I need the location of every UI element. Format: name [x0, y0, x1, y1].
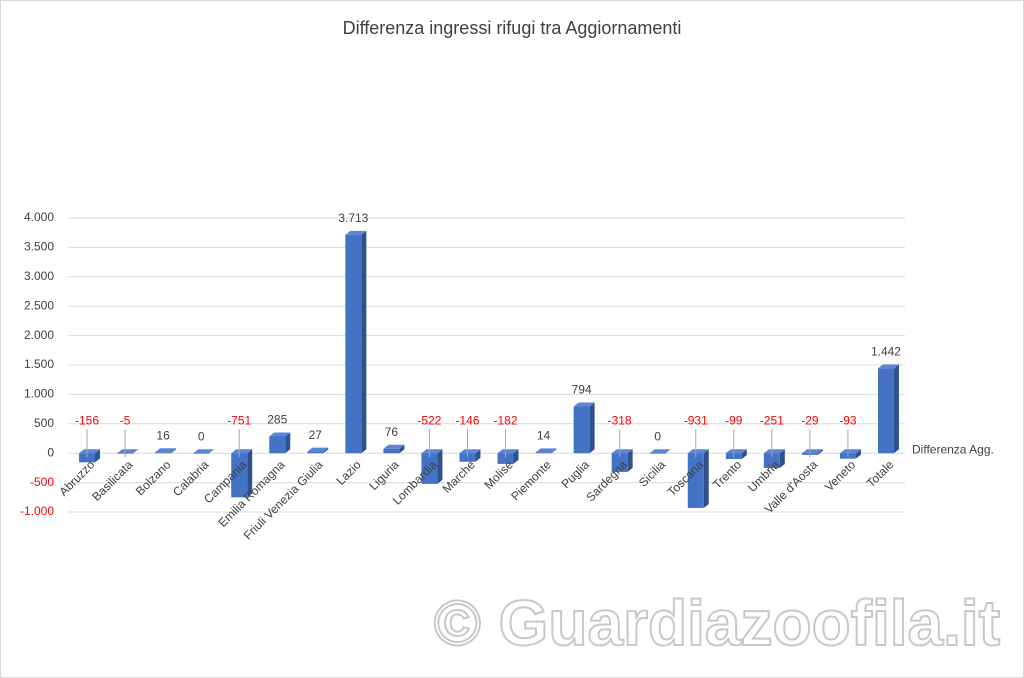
bar-side	[551, 448, 557, 454]
data-label: -931	[684, 413, 708, 427]
y-tick-label: 3.500	[24, 240, 54, 254]
y-tick-label: 1.500	[24, 357, 54, 371]
bar	[649, 453, 666, 454]
bar-side	[703, 449, 709, 508]
bar-top	[345, 230, 367, 235]
bar-top	[459, 449, 481, 454]
bar-top	[193, 449, 215, 454]
bar-side	[893, 364, 899, 454]
bar	[155, 452, 172, 454]
data-label: -251	[760, 413, 784, 427]
data-label: 27	[309, 428, 323, 442]
bar-top	[611, 449, 633, 454]
bar-side	[855, 449, 861, 459]
bar	[345, 234, 362, 454]
bar-top	[763, 449, 785, 454]
bar	[611, 453, 628, 472]
data-label: -93	[839, 413, 857, 427]
bar-side	[741, 449, 747, 460]
data-label: -182	[494, 413, 518, 427]
bar	[307, 451, 324, 454]
y-tick-label: 4.000	[24, 210, 54, 224]
bar-side	[361, 230, 367, 454]
bar-top	[801, 449, 823, 454]
bar-top	[421, 449, 443, 454]
bar	[383, 448, 400, 454]
bar-top	[231, 449, 253, 454]
bar-top	[573, 402, 595, 407]
data-label: -156	[75, 413, 99, 427]
bar-top	[383, 444, 405, 449]
data-label: -751	[227, 413, 251, 427]
bar-top	[497, 449, 519, 454]
data-label: 76	[385, 425, 399, 439]
bar	[877, 368, 894, 454]
bar-side	[589, 402, 595, 454]
bar-side	[627, 449, 633, 472]
watermark: © Guardiazoofila.it	[434, 587, 1000, 659]
bar	[79, 453, 96, 463]
bar-top	[535, 448, 557, 453]
data-label: -146	[455, 413, 479, 427]
bar-top	[687, 449, 709, 454]
y-tick-label: -1.000	[20, 504, 54, 518]
bar-top	[307, 447, 329, 452]
bar-side	[475, 449, 481, 462]
data-label: 794	[572, 383, 592, 397]
bar	[421, 453, 438, 484]
bar-top	[649, 449, 671, 454]
legend-label: Differenza Agg.	[912, 442, 994, 456]
data-label: 3.713	[338, 211, 368, 225]
data-label: -522	[417, 413, 441, 427]
data-label: 16	[156, 428, 170, 442]
bar-side	[323, 447, 329, 454]
bar	[269, 436, 286, 454]
bar	[231, 453, 248, 498]
bar-top	[155, 448, 177, 453]
bar-side	[513, 449, 519, 464]
y-tick-label: -500	[30, 475, 54, 489]
bar-side	[437, 449, 443, 484]
data-label: -29	[801, 413, 819, 427]
y-tick-label: 0	[47, 445, 54, 459]
bar	[459, 453, 476, 462]
bar-side	[171, 448, 177, 454]
bar-side	[285, 432, 291, 454]
bar-side	[95, 449, 101, 463]
bar-top	[839, 449, 861, 454]
y-tick-label: 3.000	[24, 269, 54, 283]
bar-side	[779, 449, 785, 468]
y-tick-label: 1.000	[24, 387, 54, 401]
bar	[193, 453, 210, 454]
data-label: 285	[267, 413, 287, 427]
data-label: -318	[608, 413, 632, 427]
y-tick-label: 500	[34, 416, 54, 430]
data-label: 1.442	[871, 345, 901, 359]
bar-top	[877, 364, 899, 369]
y-tick-label: 2.500	[24, 298, 54, 312]
data-label: 14	[537, 429, 551, 443]
data-label: 0	[198, 429, 205, 443]
data-label: -99	[725, 413, 743, 427]
bar	[497, 453, 514, 464]
bar	[763, 453, 780, 468]
bar-side	[247, 449, 253, 498]
bar-side	[399, 444, 405, 454]
bar-top	[725, 449, 747, 454]
y-tick-label: 2.000	[24, 328, 54, 342]
data-label: 0	[654, 429, 661, 443]
bar-side	[133, 449, 139, 454]
data-label: -5	[120, 413, 131, 427]
bar-side	[817, 449, 823, 455]
bar	[687, 453, 704, 508]
bar-top	[269, 432, 291, 437]
bar-top	[79, 449, 101, 454]
bar	[573, 406, 590, 454]
bar-top	[117, 449, 139, 454]
bar	[535, 452, 552, 454]
chart-title: Differenza ingressi rifugi tra Aggiornam…	[343, 18, 682, 38]
